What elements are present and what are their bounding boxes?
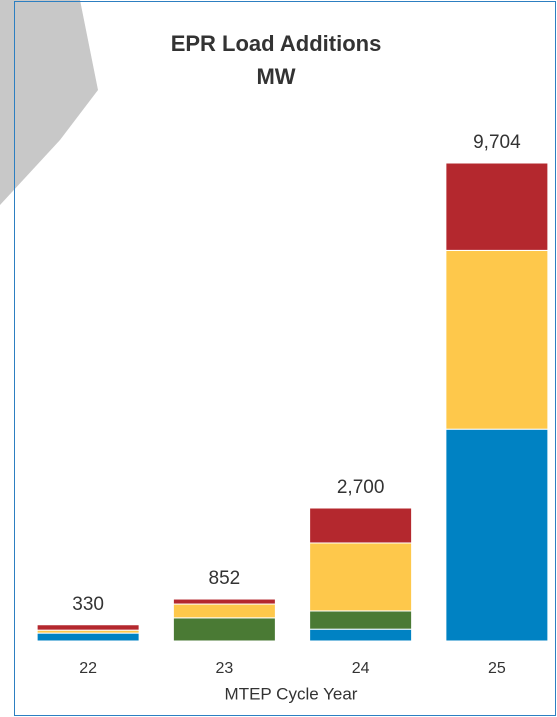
x-tick-label: 25 [488,660,506,677]
frame [14,1,556,716]
bar-segment [445,249,549,430]
bar-segment [309,610,413,630]
x-axis-label: MTEP Cycle Year [225,684,358,703]
chart-subtitle: MW [256,64,295,89]
bar-segment [36,624,140,631]
bar-segment [172,603,276,619]
bar-segment [172,598,276,605]
bar-segment [445,428,549,642]
x-tick-label: 22 [79,660,97,677]
watermark-shape [0,0,98,205]
x-tick-label: 23 [215,660,233,677]
bar-segment [445,162,549,251]
total-label: 9,704 [473,132,521,153]
chart-title: EPR Load Additions [171,31,382,56]
total-label: 330 [72,594,104,615]
bar-segment [309,542,413,612]
x-tick-label: 24 [352,660,370,677]
bar-segment [36,632,140,642]
bar-segment [309,628,413,642]
bar-segment [172,617,276,642]
total-label: 852 [209,568,241,589]
bar-segment [309,507,413,544]
total-label: 2,700 [337,477,385,498]
